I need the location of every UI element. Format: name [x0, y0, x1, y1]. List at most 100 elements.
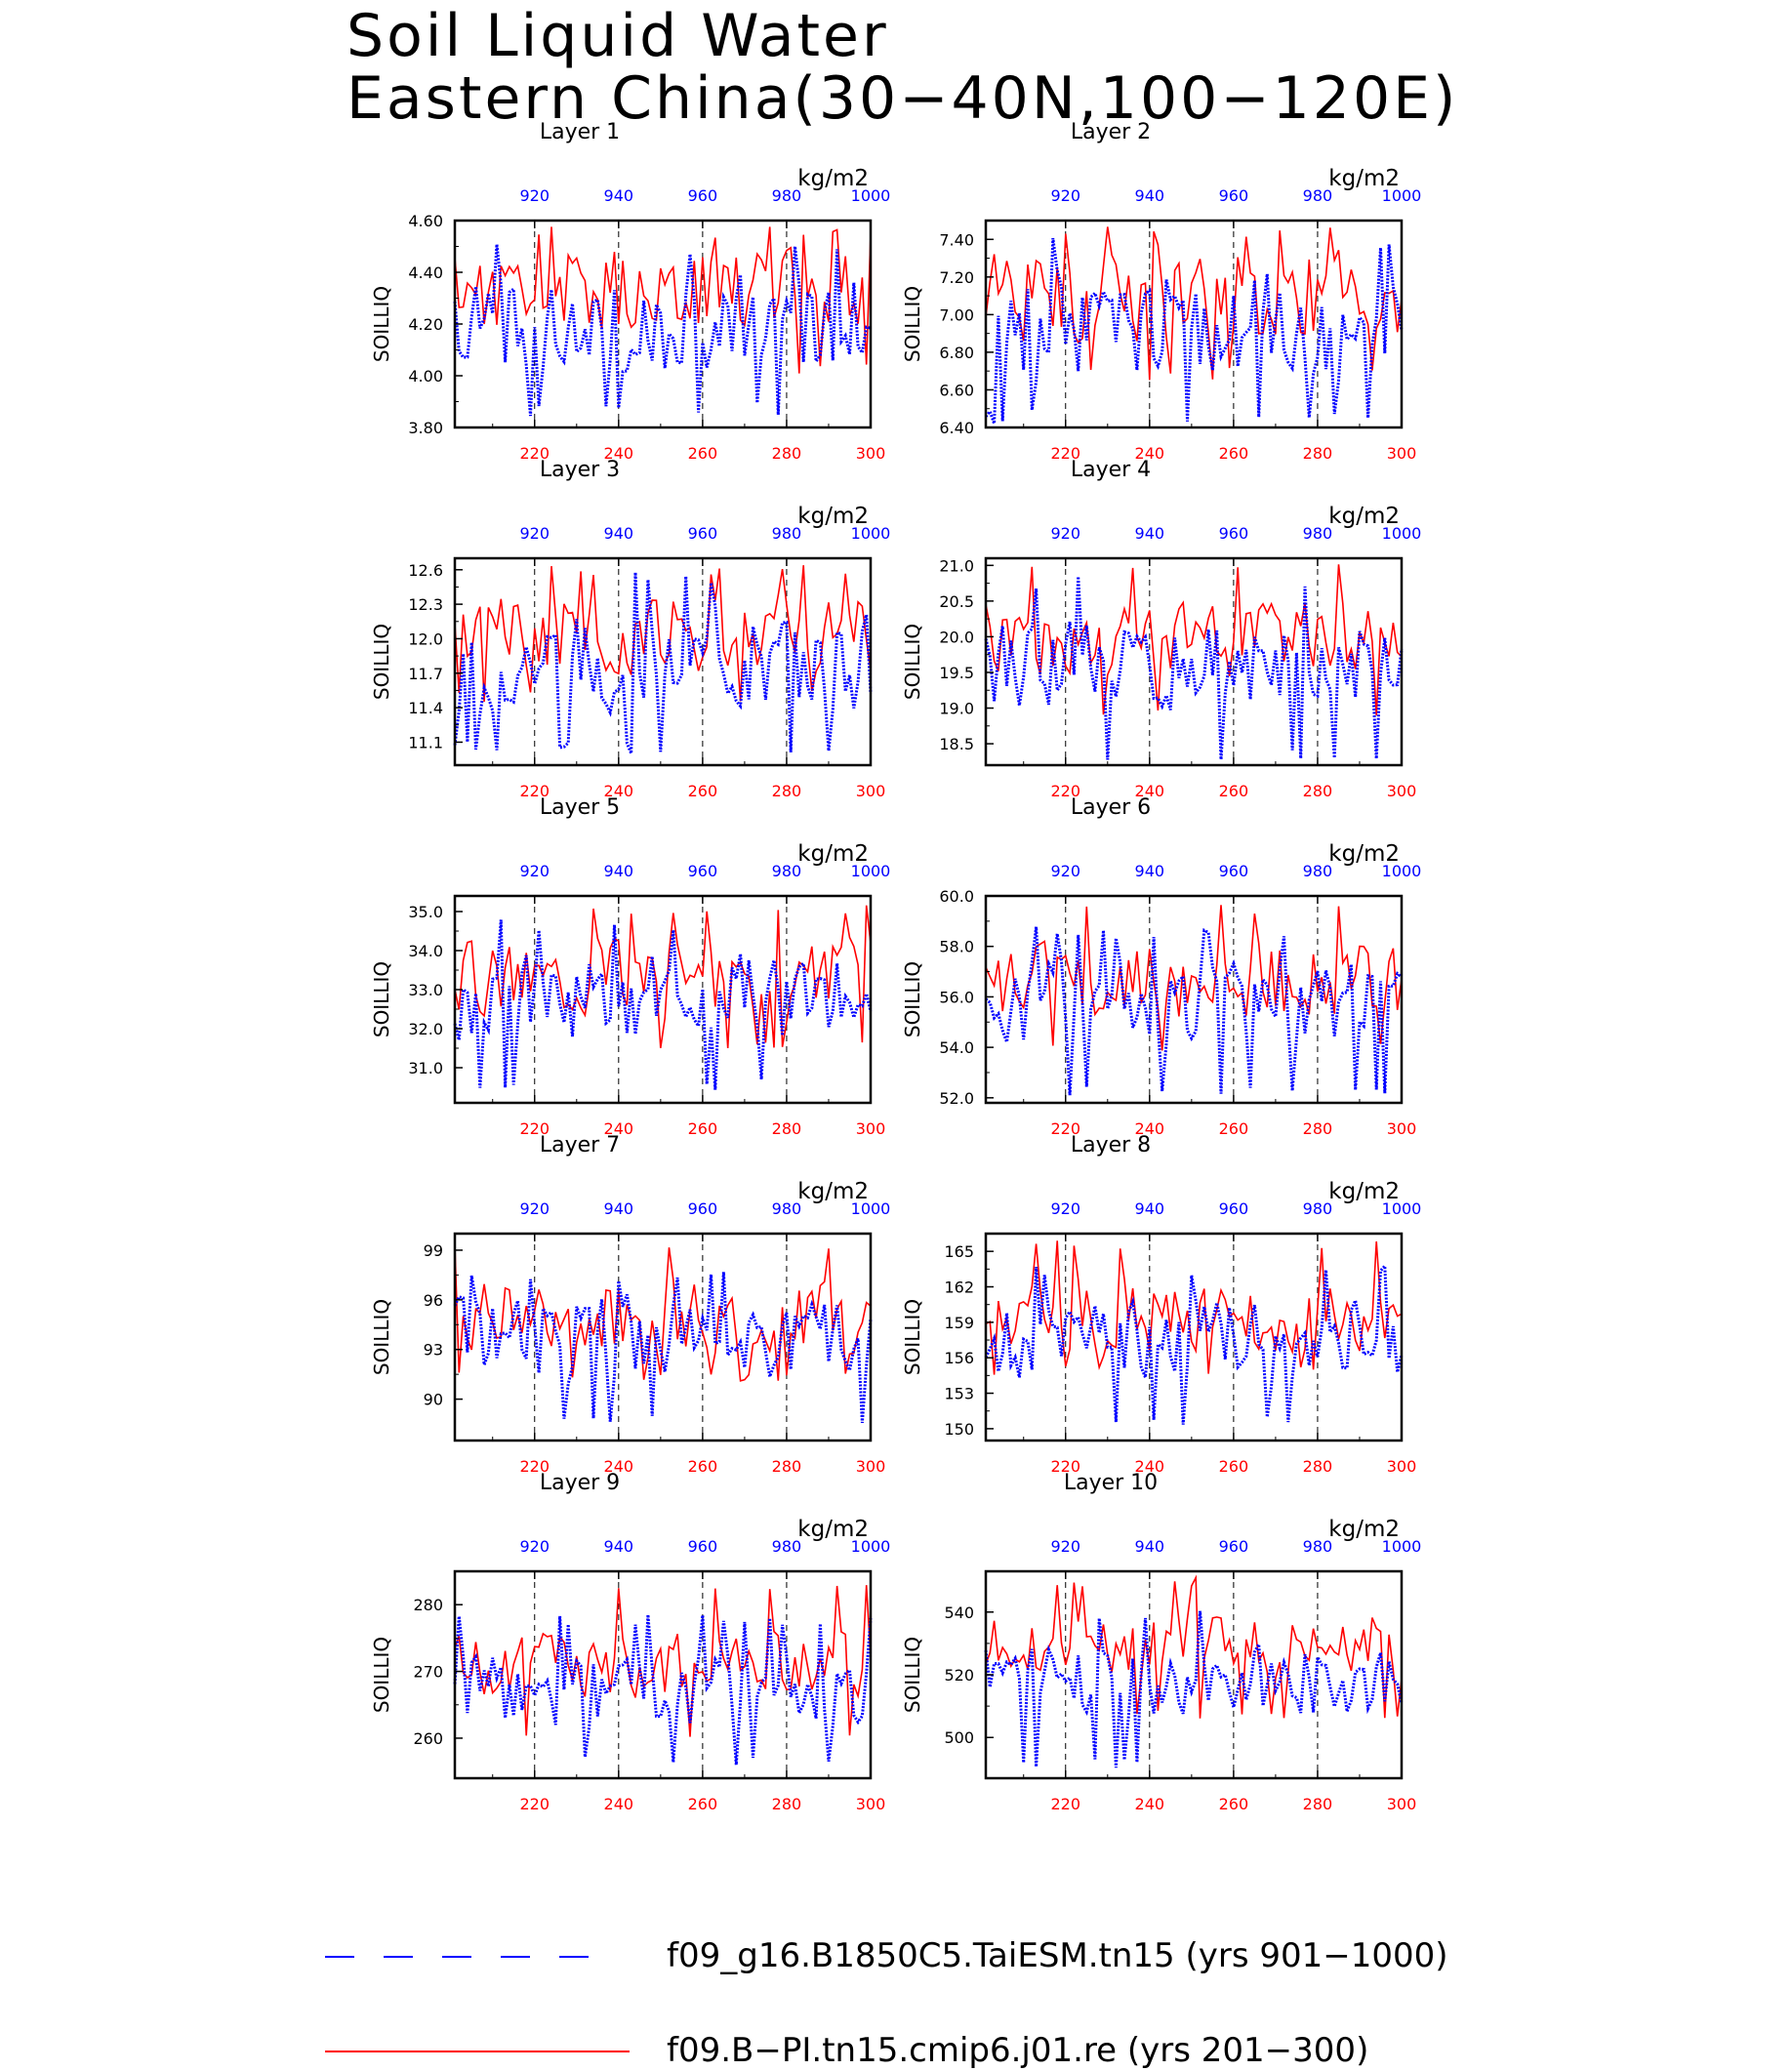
y-tick-label: 54.0 — [939, 1038, 974, 1057]
y-tick-label: 19.0 — [939, 700, 974, 718]
y-tick-label: 12.6 — [408, 561, 443, 580]
y-tick-label: 11.4 — [408, 699, 443, 717]
series-line-red — [985, 564, 1403, 716]
x-top-tick-label: 960 — [1219, 186, 1249, 205]
panel-layer-8: Layer 8 kg/m2 SOILLIQ 165 162 159 156 153 150 220… — [901, 1133, 1421, 1476]
x-bottom-tick-label: 280 — [772, 1795, 802, 1813]
panel-units: kg/m2 — [797, 504, 869, 529]
x-bottom-tick-label: 280 — [772, 1457, 802, 1476]
y-tick-label: 60.0 — [939, 887, 974, 906]
x-top-tick-label: 940 — [1135, 1537, 1165, 1556]
panel-units: kg/m2 — [1328, 166, 1400, 191]
x-bottom-tick-label: 300 — [1387, 1119, 1417, 1138]
series-line-blue — [984, 1262, 1404, 1425]
x-bottom-tick-label: 240 — [604, 444, 634, 463]
x-bottom-tick-label: 220 — [1050, 1795, 1080, 1813]
x-bottom-tick-label: 220 — [519, 1119, 550, 1138]
y-tick-label: 19.5 — [939, 664, 974, 682]
x-bottom-tick-label: 240 — [1135, 1119, 1165, 1138]
x-top-tick-label: 920 — [1050, 862, 1080, 880]
x-top-tick-label: 960 — [688, 524, 718, 543]
y-tick-label: 7.20 — [939, 268, 974, 287]
y-tick-label: 3.80 — [408, 419, 443, 437]
panel-title: Layer 8 — [1071, 1133, 1151, 1157]
x-bottom-tick-label: 300 — [856, 782, 886, 800]
plot-frame — [453, 556, 873, 767]
y-axis-label: SOILLIQ — [901, 1299, 924, 1375]
plot-frame — [453, 219, 873, 429]
x-top-tick-label: 920 — [1050, 524, 1080, 543]
panel-layer-10: Layer 10 kg/m2 SOILLIQ 540 520 500 220 240 260 28… — [901, 1471, 1421, 1813]
panel-title: Layer 5 — [540, 795, 620, 820]
x-bottom-tick-label: 260 — [1219, 782, 1249, 800]
x-bottom-tick-label: 260 — [1219, 1457, 1249, 1476]
panel-units: kg/m2 — [1328, 1517, 1400, 1542]
series-line-red — [985, 905, 1403, 1051]
x-bottom-tick-label: 280 — [772, 444, 802, 463]
x-bottom-tick-label: 240 — [604, 1119, 634, 1138]
x-top-tick-label: 920 — [519, 186, 550, 205]
x-top-tick-label: 920 — [519, 524, 550, 543]
x-top-tick-label: 980 — [1303, 186, 1333, 205]
x-bottom-tick-label: 280 — [1303, 782, 1333, 800]
panel-title: Layer 9 — [540, 1471, 620, 1495]
y-tick-label: 153 — [944, 1385, 974, 1403]
panel-title: Layer 10 — [1064, 1471, 1158, 1495]
x-top-tick-label: 1000 — [1382, 1199, 1422, 1218]
x-top-tick-label: 1000 — [1382, 524, 1422, 543]
legend-blue-label: f09_g16.B1850C5.TaiESM.tn15 (yrs 901−100… — [667, 1936, 1448, 1975]
x-top-tick-label: 1000 — [1382, 1537, 1422, 1556]
figure-title-line-1: Soil Liquid Water — [346, 2, 889, 70]
y-tick-label: 20.0 — [939, 628, 974, 646]
panel-layer-9: Layer 9 kg/m2 SOILLIQ 280 270 260 220 240 260 280… — [370, 1471, 890, 1813]
panel-layer-4: Layer 4 kg/m2 SOILLIQ 21.0 20.5 20.0 19.5 19.0 1… — [901, 458, 1421, 800]
y-axis-label: SOILLIQ — [901, 961, 924, 1037]
y-tick-label: 35.0 — [408, 903, 443, 921]
x-bottom-tick-label: 280 — [1303, 444, 1333, 463]
y-tick-label: 6.40 — [939, 419, 974, 437]
panel-title: Layer 2 — [1071, 120, 1151, 144]
y-axis-label: SOILLIQ — [901, 624, 924, 700]
panel-layer-1: Layer 1 kg/m2 SOILLIQ 4.60 4.40 4.20 4.00 3.80 2… — [370, 120, 890, 463]
x-bottom-tick-label: 300 — [856, 1119, 886, 1138]
x-bottom-tick-label: 260 — [688, 1457, 718, 1476]
plot-frame — [984, 894, 1404, 1105]
x-top-tick-label: 940 — [1135, 186, 1165, 205]
x-top-tick-label: 920 — [1050, 1199, 1080, 1218]
y-tick-label: 165 — [944, 1242, 974, 1261]
x-bottom-tick-label: 280 — [1303, 1457, 1333, 1476]
x-top-tick-label: 940 — [604, 1199, 634, 1218]
x-top-tick-label: 1000 — [851, 1537, 891, 1556]
x-top-tick-label: 920 — [1050, 1537, 1080, 1556]
panel-title: Layer 3 — [540, 458, 620, 482]
y-axis-label: SOILLIQ — [901, 1637, 924, 1713]
plot-frame — [984, 219, 1404, 429]
x-top-tick-label: 1000 — [851, 186, 891, 205]
panel-title: Layer 1 — [540, 120, 620, 144]
x-top-tick-label: 960 — [1219, 524, 1249, 543]
x-top-tick-label: 960 — [688, 186, 718, 205]
series-line-red — [985, 1240, 1403, 1375]
panel-units: kg/m2 — [1328, 504, 1400, 529]
series-line-blue — [453, 244, 872, 417]
y-tick-label: 11.7 — [408, 665, 443, 683]
y-tick-label: 540 — [944, 1604, 974, 1622]
x-top-tick-label: 980 — [772, 1199, 802, 1218]
plot-frame — [453, 894, 873, 1105]
series-line-blue — [984, 1610, 1404, 1768]
x-bottom-tick-label: 240 — [604, 1795, 634, 1813]
x-bottom-tick-label: 260 — [688, 444, 718, 463]
x-top-tick-label: 960 — [688, 862, 718, 880]
x-top-tick-label: 980 — [1303, 1199, 1333, 1218]
panel-layer-5: Layer 5 kg/m2 SOILLIQ 35.0 34.0 33.0 32.0 31.0 2… — [370, 795, 890, 1138]
panel-title: Layer 4 — [1071, 458, 1151, 482]
panel-units: kg/m2 — [797, 1179, 869, 1204]
series-line-blue — [984, 576, 1404, 760]
y-tick-label: 4.60 — [408, 212, 443, 230]
x-bottom-tick-label: 220 — [519, 444, 550, 463]
x-top-tick-label: 960 — [688, 1199, 718, 1218]
panel-units: kg/m2 — [1328, 1179, 1400, 1204]
x-bottom-tick-label: 220 — [519, 782, 550, 800]
x-bottom-tick-label: 260 — [688, 1795, 718, 1813]
